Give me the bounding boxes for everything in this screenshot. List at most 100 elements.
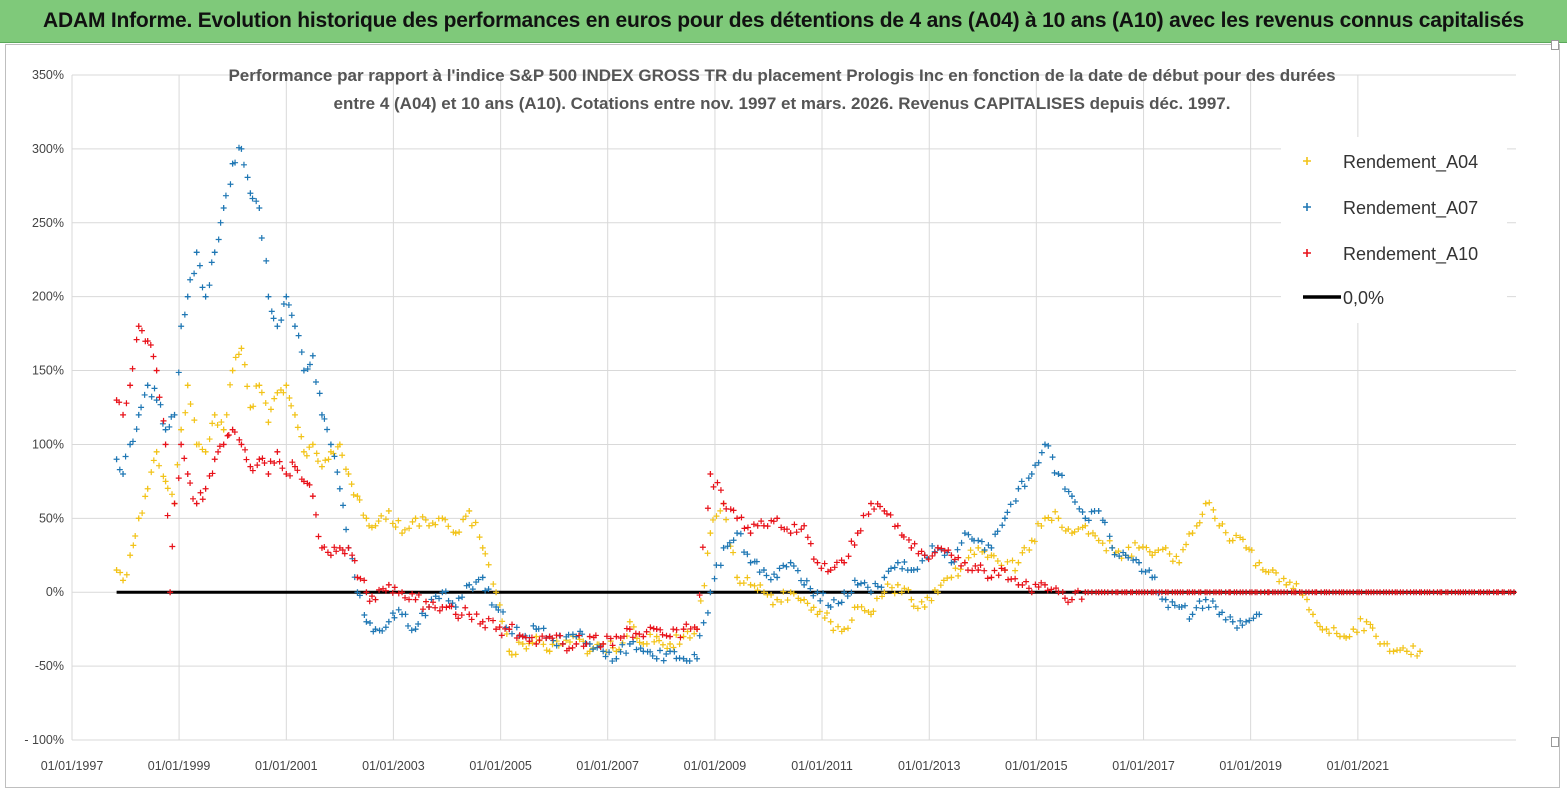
data-point bbox=[899, 565, 906, 572]
data-point bbox=[747, 530, 754, 537]
y-tick-label: 250% bbox=[32, 216, 64, 230]
data-point bbox=[734, 574, 741, 581]
data-point bbox=[636, 631, 643, 638]
data-point bbox=[334, 443, 341, 450]
data-point bbox=[941, 547, 948, 554]
data-point bbox=[412, 626, 419, 633]
resize-handle-top-right[interactable] bbox=[1551, 40, 1559, 50]
data-point bbox=[419, 610, 426, 617]
data-point bbox=[1212, 603, 1219, 610]
data-point bbox=[1038, 522, 1045, 529]
y-tick-label: -50% bbox=[35, 659, 64, 673]
data-point bbox=[879, 593, 886, 600]
chart-title-line-2: entre 4 (A04) et 10 ans (A10). Cotations… bbox=[334, 94, 1231, 113]
data-point bbox=[1507, 589, 1514, 596]
series-rendement-a04 bbox=[113, 345, 1424, 659]
data-point bbox=[288, 402, 295, 409]
data-point bbox=[485, 615, 492, 622]
data-point bbox=[838, 599, 845, 606]
data-point bbox=[955, 572, 962, 579]
data-point bbox=[680, 655, 687, 662]
data-point bbox=[1234, 624, 1241, 631]
data-point bbox=[271, 395, 278, 402]
data-point bbox=[569, 631, 576, 638]
data-point bbox=[1071, 498, 1078, 505]
data-point bbox=[1125, 544, 1132, 551]
data-point bbox=[727, 506, 734, 513]
data-point bbox=[1323, 626, 1330, 633]
data-point bbox=[910, 603, 917, 610]
data-point bbox=[148, 469, 155, 476]
data-point bbox=[1082, 515, 1089, 522]
data-point bbox=[707, 530, 714, 537]
data-point bbox=[600, 648, 607, 655]
data-point bbox=[754, 587, 761, 594]
data-point bbox=[395, 590, 402, 597]
data-point bbox=[814, 559, 821, 566]
data-point bbox=[787, 589, 794, 596]
data-point bbox=[776, 565, 783, 572]
data-point bbox=[1183, 541, 1190, 548]
data-point bbox=[901, 585, 908, 592]
data-point bbox=[630, 623, 637, 630]
data-point bbox=[783, 526, 790, 533]
data-point bbox=[247, 190, 254, 197]
data-point bbox=[787, 559, 794, 566]
data-point bbox=[1015, 559, 1022, 566]
data-point bbox=[280, 389, 287, 396]
data-point bbox=[206, 472, 213, 479]
data-point bbox=[1012, 567, 1019, 574]
data-point bbox=[253, 383, 260, 390]
legend-item-a07: Rendement_A07 bbox=[1303, 198, 1478, 219]
data-point bbox=[220, 441, 227, 448]
data-point bbox=[820, 590, 827, 597]
data-point bbox=[858, 603, 865, 610]
data-point bbox=[113, 456, 120, 463]
data-point bbox=[488, 601, 495, 608]
data-point bbox=[760, 567, 767, 574]
data-point bbox=[312, 511, 319, 518]
data-point bbox=[1222, 529, 1229, 536]
data-point bbox=[778, 524, 785, 531]
data-point bbox=[691, 651, 698, 658]
data-point bbox=[385, 618, 392, 625]
data-point bbox=[1021, 544, 1028, 551]
data-point bbox=[1186, 589, 1193, 596]
data-point bbox=[810, 592, 817, 599]
data-point bbox=[1414, 652, 1421, 659]
data-point bbox=[1120, 549, 1127, 556]
data-point bbox=[479, 544, 486, 551]
data-point bbox=[955, 554, 962, 561]
data-point bbox=[1216, 522, 1223, 529]
data-point bbox=[318, 411, 325, 418]
data-point bbox=[181, 311, 188, 318]
data-point bbox=[442, 588, 449, 595]
data-point bbox=[238, 345, 245, 352]
data-point bbox=[647, 624, 654, 631]
data-point bbox=[1038, 449, 1045, 456]
data-point bbox=[680, 633, 687, 640]
data-point bbox=[720, 544, 727, 551]
data-point bbox=[814, 589, 821, 596]
data-point bbox=[443, 604, 450, 611]
data-point bbox=[412, 596, 419, 603]
data-point bbox=[351, 557, 358, 564]
data-point bbox=[1104, 589, 1111, 596]
data-point bbox=[600, 640, 607, 647]
data-point bbox=[1146, 548, 1153, 555]
data-point bbox=[209, 420, 216, 427]
resize-handle-bottom-right[interactable] bbox=[1551, 737, 1559, 747]
data-point bbox=[838, 557, 845, 564]
data-point bbox=[928, 597, 935, 604]
data-point bbox=[456, 529, 463, 536]
data-point bbox=[1133, 589, 1140, 596]
data-point bbox=[422, 516, 429, 523]
data-point bbox=[613, 633, 620, 640]
y-tick-label: 150% bbox=[32, 364, 64, 378]
data-point bbox=[1074, 587, 1081, 594]
data-point bbox=[153, 448, 160, 455]
data-point bbox=[1152, 549, 1159, 556]
data-point bbox=[1025, 475, 1032, 482]
data-point bbox=[810, 556, 817, 563]
data-point bbox=[951, 556, 958, 563]
